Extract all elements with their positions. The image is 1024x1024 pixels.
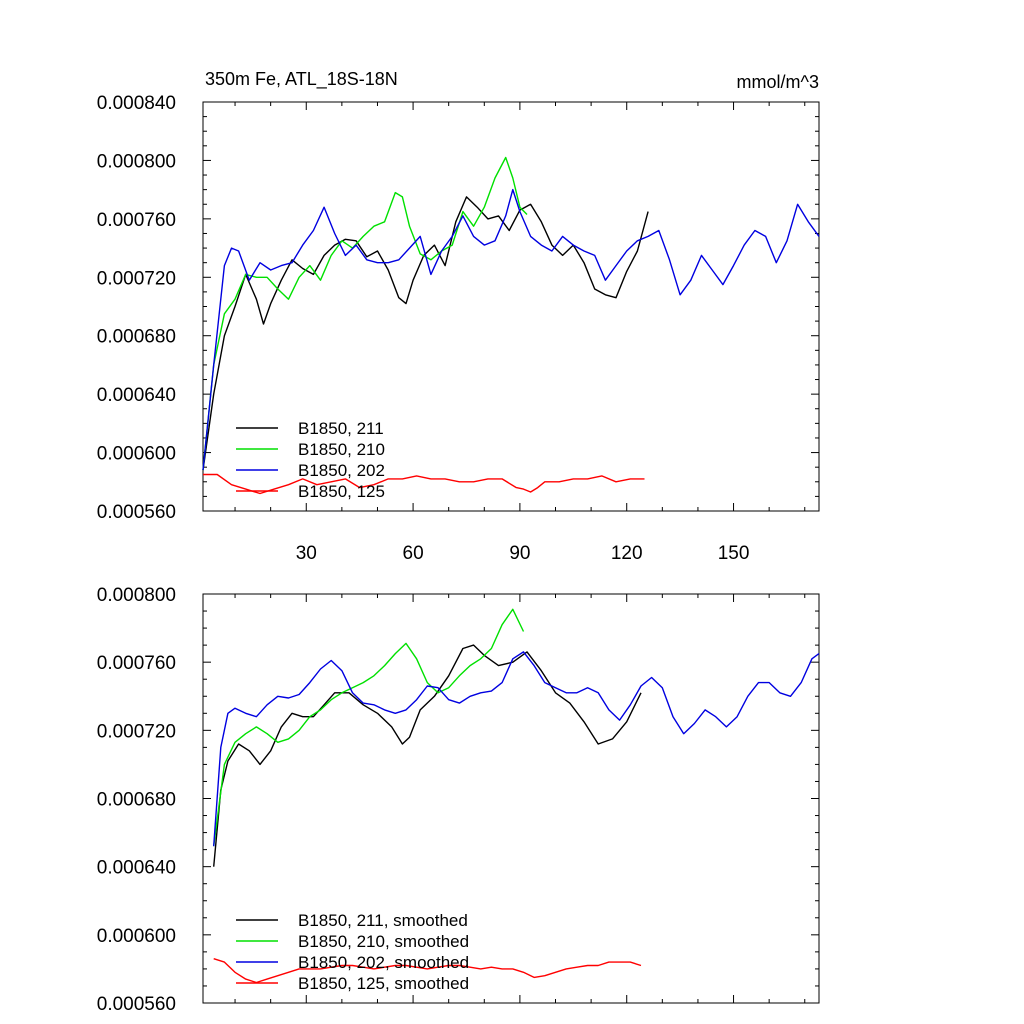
bottom-chart-series-line-2 — [213, 651, 820, 847]
top-chart-xtick-label: 150 — [718, 543, 750, 564]
bottom-chart-ytick-label: 0.000760 — [97, 653, 176, 674]
top-chart-ytick-label: 0.000720 — [97, 268, 176, 289]
bottom-chart-legend-label: B1850, 125, smoothed — [298, 974, 469, 993]
bottom-chart-ytick-label: 0.000680 — [97, 790, 176, 811]
top-chart-legend-label: B1850, 211 — [298, 419, 384, 438]
top-chart-xtick-label: 90 — [509, 543, 530, 564]
bottom-chart-series-line-0 — [213, 644, 642, 867]
top-chart-units: mmol/m^3 — [737, 72, 819, 92]
bottom-chart-legend: B1850, 211, smoothed B1850, 210, smoothed… — [236, 911, 469, 993]
top-chart-ytick-label: 0.000760 — [97, 210, 176, 231]
bottom-chart-series — [213, 608, 820, 984]
bottom-chart-series-line-3 — [213, 958, 642, 984]
top-chart-xtick-label: 30 — [296, 543, 317, 564]
top-chart-legend: B1850, 211 B1850, 210 B1850, 202 B1850, 125 — [236, 419, 385, 501]
bottom-chart-axes: 0.000560 0.000600 0.000640 0.000680 0.000720… — [97, 585, 819, 1015]
bottom-chart: 0.000560 0.000600 0.000640 0.000680 0.000720… — [97, 585, 820, 1015]
top-chart-series-line-1 — [202, 156, 528, 471]
top-chart-series — [202, 156, 820, 495]
top-chart-ytick-label: 0.000800 — [97, 151, 176, 172]
bottom-chart-ytick-label: 0.000600 — [97, 926, 176, 947]
bottom-chart-series-line-1 — [213, 608, 525, 847]
top-chart-legend-label: B1850, 202 — [298, 461, 385, 480]
top-chart-legend-label: B1850, 210 — [298, 440, 385, 459]
bottom-chart-ytick-label: 0.000800 — [97, 585, 176, 606]
bottom-chart-ytick-label: 0.000560 — [97, 994, 176, 1015]
top-chart-series-line-2 — [202, 188, 820, 471]
top-chart-legend-label: B1850, 125 — [298, 482, 385, 501]
bottom-chart-legend-label: B1850, 211, smoothed — [298, 911, 468, 930]
top-chart-title: 350m Fe, ATL_18S-18N — [205, 69, 398, 90]
top-chart-ytick-label: 0.000560 — [97, 502, 176, 523]
top-chart-xtick-label: 60 — [403, 543, 424, 564]
top-chart-ytick-label: 0.000600 — [97, 444, 176, 465]
top-chart-series-line-0 — [202, 196, 649, 471]
bottom-chart-legend-label: B1850, 202, smoothed — [298, 953, 469, 972]
top-chart-axes: 0.000560 0.000600 0.000640 0.000680 0.000720… — [97, 93, 819, 564]
top-chart-ytick-label: 0.000640 — [97, 385, 176, 406]
top-chart-ytick-label: 0.000840 — [97, 93, 176, 114]
bottom-chart-ytick-label: 0.000720 — [97, 721, 176, 742]
top-chart-series-line-3 — [203, 473, 645, 495]
top-chart-ytick-label: 0.000680 — [97, 327, 176, 348]
top-chart-xtick-label: 120 — [611, 543, 643, 564]
bottom-chart-legend-label: B1850, 210, smoothed — [298, 932, 469, 951]
top-chart-plot-frame — [202, 101, 820, 512]
bottom-chart-plot-frame — [202, 593, 820, 1004]
top-chart: 350m Fe, ATL_18S-18N mmol/m^3 0.0005600.… — [97, 69, 820, 564]
bottom-chart-ytick-label: 0.000640 — [97, 858, 176, 879]
